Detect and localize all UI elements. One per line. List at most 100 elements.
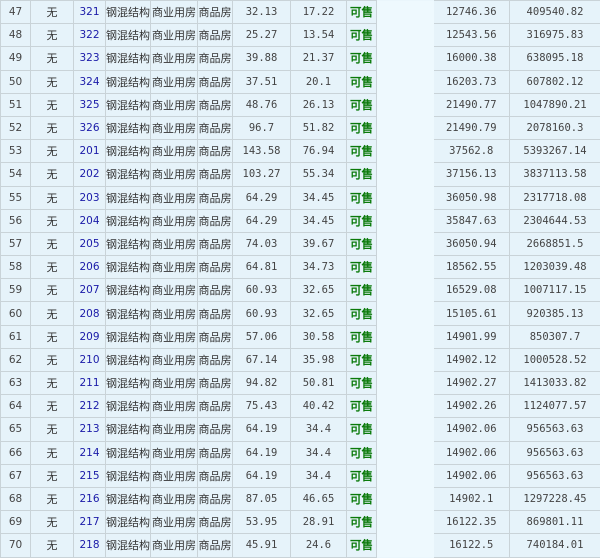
house-type-cell: 商品房 — [198, 418, 233, 441]
unit-price-cell: 21490.77 — [434, 93, 510, 116]
total-price-cell: 2078160.3 — [510, 116, 600, 139]
room-number-link[interactable]: 217 — [74, 511, 106, 534]
mortgage-cell: 无 — [31, 93, 74, 116]
row-index: 50 — [1, 70, 31, 93]
row-index: 60 — [1, 302, 31, 325]
room-number-link[interactable]: 202 — [74, 163, 106, 186]
mortgage-cell: 无 — [31, 256, 74, 279]
blank-cell — [377, 395, 434, 418]
room-number-link[interactable]: 212 — [74, 395, 106, 418]
table-row: 58 无 206 钢混结构 商业用房 商品房 64.81 34.73 可售 18… — [1, 256, 600, 279]
house-type-cell: 商品房 — [198, 116, 233, 139]
table-row: 60 无 208 钢混结构 商业用房 商品房 60.93 32.65 可售 15… — [1, 302, 600, 325]
table-row: 47 无 321 钢混结构 商业用房 商品房 32.13 17.22 可售 12… — [1, 1, 600, 24]
table-row: 63 无 211 钢混结构 商业用房 商品房 94.82 50.81 可售 14… — [1, 372, 600, 395]
room-number-link[interactable]: 214 — [74, 441, 106, 464]
building-area-cell: 103.27 — [233, 163, 291, 186]
total-price-cell: 1297228.45 — [510, 487, 600, 510]
usage-cell: 商业用房 — [151, 209, 198, 232]
building-area-cell: 87.05 — [233, 487, 291, 510]
room-number-link[interactable]: 203 — [74, 186, 106, 209]
building-area-cell: 53.95 — [233, 511, 291, 534]
total-price-cell: 1007117.15 — [510, 279, 600, 302]
room-number-link[interactable]: 205 — [74, 232, 106, 255]
row-index: 48 — [1, 24, 31, 47]
room-number-link[interactable]: 323 — [74, 47, 106, 70]
row-index: 58 — [1, 256, 31, 279]
blank-cell — [377, 302, 434, 325]
building-area-cell: 96.7 — [233, 116, 291, 139]
mortgage-cell: 无 — [31, 47, 74, 70]
room-number-link[interactable]: 325 — [74, 93, 106, 116]
table-row: 68 无 216 钢混结构 商业用房 商品房 87.05 46.65 可售 14… — [1, 487, 600, 510]
blank-cell — [377, 256, 434, 279]
usage-cell: 商业用房 — [151, 325, 198, 348]
structure-cell: 钢混结构 — [106, 93, 151, 116]
building-area-cell: 57.06 — [233, 325, 291, 348]
usage-cell: 商业用房 — [151, 441, 198, 464]
total-price-cell: 3837113.58 — [510, 163, 600, 186]
table-row: 69 无 217 钢混结构 商业用房 商品房 53.95 28.91 可售 16… — [1, 511, 600, 534]
room-number-link[interactable]: 321 — [74, 1, 106, 24]
total-price-cell: 869801.11 — [510, 511, 600, 534]
table-row: 48 无 322 钢混结构 商业用房 商品房 25.27 13.54 可售 12… — [1, 24, 600, 47]
room-number-link[interactable]: 208 — [74, 302, 106, 325]
blank-cell — [377, 140, 434, 163]
mortgage-cell: 无 — [31, 279, 74, 302]
room-number-link[interactable]: 218 — [74, 534, 106, 557]
inner-area-cell: 40.42 — [291, 395, 347, 418]
room-number-link[interactable]: 326 — [74, 116, 106, 139]
inner-area-cell: 28.91 — [291, 511, 347, 534]
inner-area-cell: 30.58 — [291, 325, 347, 348]
room-number-link[interactable]: 216 — [74, 487, 106, 510]
status-badge: 可售 — [347, 140, 377, 163]
usage-cell: 商业用房 — [151, 302, 198, 325]
status-badge: 可售 — [347, 47, 377, 70]
inner-area-cell: 17.22 — [291, 1, 347, 24]
unit-price-cell: 14902.06 — [434, 464, 510, 487]
mortgage-cell: 无 — [31, 348, 74, 371]
unit-price-cell: 18562.55 — [434, 256, 510, 279]
structure-cell: 钢混结构 — [106, 116, 151, 139]
room-number-link[interactable]: 213 — [74, 418, 106, 441]
room-number-link[interactable]: 209 — [74, 325, 106, 348]
inner-area-cell: 34.45 — [291, 186, 347, 209]
structure-cell: 钢混结构 — [106, 302, 151, 325]
status-badge: 可售 — [347, 232, 377, 255]
room-number-link[interactable]: 211 — [74, 372, 106, 395]
usage-cell: 商业用房 — [151, 511, 198, 534]
table-row: 50 无 324 钢混结构 商业用房 商品房 37.51 20.1 可售 162… — [1, 70, 600, 93]
room-number-link[interactable]: 215 — [74, 464, 106, 487]
unit-price-cell: 16122.5 — [434, 534, 510, 557]
room-number-link[interactable]: 322 — [74, 24, 106, 47]
room-number-link[interactable]: 204 — [74, 209, 106, 232]
room-number-link[interactable]: 210 — [74, 348, 106, 371]
structure-cell: 钢混结构 — [106, 163, 151, 186]
mortgage-cell: 无 — [31, 441, 74, 464]
blank-cell — [377, 418, 434, 441]
building-area-cell: 143.58 — [233, 140, 291, 163]
table-row: 62 无 210 钢混结构 商业用房 商品房 67.14 35.98 可售 14… — [1, 348, 600, 371]
total-price-cell: 920385.13 — [510, 302, 600, 325]
usage-cell: 商业用房 — [151, 348, 198, 371]
table-row: 70 无 218 钢混结构 商业用房 商品房 45.91 24.6 可售 161… — [1, 534, 600, 557]
blank-cell — [377, 116, 434, 139]
room-number-link[interactable]: 207 — [74, 279, 106, 302]
house-type-cell: 商品房 — [198, 47, 233, 70]
blank-cell — [377, 93, 434, 116]
room-number-link[interactable]: 206 — [74, 256, 106, 279]
room-number-link[interactable]: 201 — [74, 140, 106, 163]
unit-price-cell: 14902.1 — [434, 487, 510, 510]
status-badge: 可售 — [347, 256, 377, 279]
inner-area-cell: 34.73 — [291, 256, 347, 279]
usage-cell: 商业用房 — [151, 418, 198, 441]
status-badge: 可售 — [347, 441, 377, 464]
total-price-cell: 956563.63 — [510, 418, 600, 441]
blank-cell — [377, 70, 434, 93]
table-row: 65 无 213 钢混结构 商业用房 商品房 64.19 34.4 可售 149… — [1, 418, 600, 441]
mortgage-cell: 无 — [31, 325, 74, 348]
room-number-link[interactable]: 324 — [74, 70, 106, 93]
unit-price-cell: 35847.63 — [434, 209, 510, 232]
status-badge: 可售 — [347, 209, 377, 232]
table-row: 57 无 205 钢混结构 商业用房 商品房 74.03 39.67 可售 36… — [1, 232, 600, 255]
